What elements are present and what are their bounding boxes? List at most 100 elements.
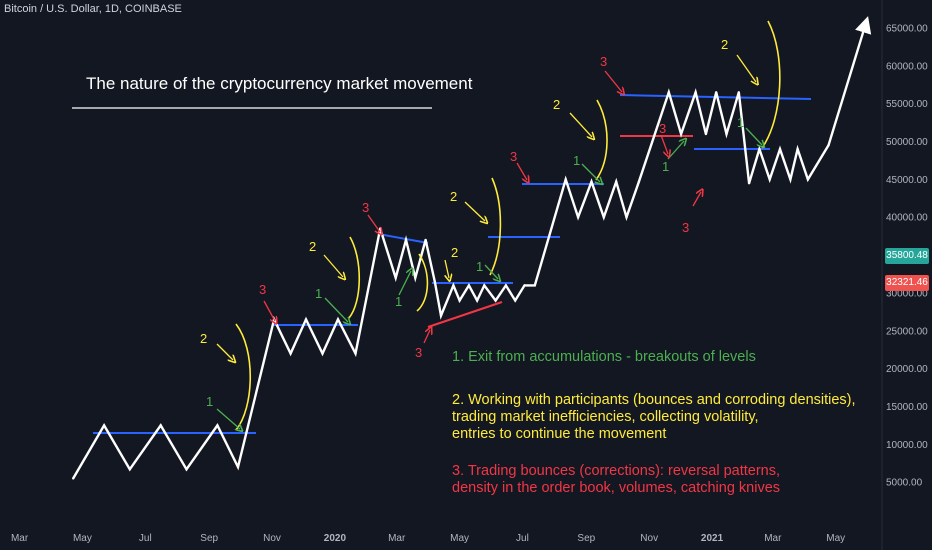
label-2: 2: [553, 97, 560, 112]
price-point: [394, 276, 397, 279]
price-point: [475, 299, 479, 302]
yellow-arrow: [464, 201, 485, 221]
label-1: 1: [662, 159, 669, 174]
red-arrow: [660, 134, 668, 154]
support-line[interactable]: [427, 301, 503, 328]
yellow-arrow: [216, 343, 233, 360]
price-point: [679, 132, 683, 136]
note-line: density in the order book, volumes, catc…: [452, 480, 781, 496]
y-tick-label: 45000.00: [886, 175, 928, 186]
price-point: [379, 227, 382, 230]
previous-price-label: 32321.46: [885, 275, 929, 291]
price-point: [321, 352, 324, 355]
yellow-curve: [416, 253, 429, 312]
price-point: [768, 178, 771, 181]
yellow-arrow: [569, 112, 592, 137]
note-breakouts: 1. Exit from accumulations - breakouts o…: [452, 349, 756, 366]
label-1: 1: [573, 153, 580, 168]
price-point: [304, 318, 308, 321]
label-1: 1: [737, 115, 744, 130]
x-tick-label: Mar: [388, 533, 406, 544]
yellow-arrow: [736, 54, 756, 82]
note-line: entries to continue the movement: [452, 426, 667, 442]
note-line: 2. Working with participants (bounces an…: [452, 392, 856, 408]
x-tick-label: May: [73, 533, 92, 544]
label-1: 1: [206, 394, 213, 409]
label-3: 3: [259, 282, 266, 297]
y-tick-label: 60000.00: [886, 61, 928, 72]
red-arrow: [692, 192, 701, 207]
price-point: [747, 182, 751, 185]
price-point: [128, 468, 131, 471]
current-price-label: 35800.48: [885, 248, 929, 264]
label-3: 3: [362, 200, 369, 215]
yellow-curve: [348, 236, 361, 319]
x-axis[interactable]: Mar May Jul Sep Nov 2020 Mar May Jul Sep Nov 2021 Ma…: [11, 533, 845, 544]
level-lines[interactable]: [93, 94, 812, 434]
yellow-arrow: [323, 254, 343, 277]
x-tick-label: May: [826, 533, 845, 544]
price-point: [236, 465, 240, 469]
yellow-curve: [235, 323, 251, 431]
price-point: [514, 299, 517, 302]
annotation-numbers: 2 1 3 2 1 3 1 3 2 1 2 3 2 1 3 3 1 3 2 1: [200, 37, 744, 409]
label-1: 1: [315, 286, 322, 301]
green-arrow: [581, 163, 600, 182]
price-point: [494, 299, 497, 302]
price-point: [725, 132, 728, 136]
price-point: [159, 424, 162, 427]
x-tick-label: May: [450, 533, 469, 544]
price-point: [467, 284, 471, 287]
label-2: 2: [309, 239, 316, 254]
price-point: [458, 299, 461, 302]
note-line: 3. Trading bounces (corrections): revers…: [452, 463, 781, 479]
y-tick-label: 25000.00: [886, 326, 928, 337]
label-3: 3: [659, 121, 666, 136]
price-point: [827, 144, 830, 147]
price-point: [789, 178, 792, 181]
price-point: [354, 352, 357, 355]
label-1: 1: [395, 294, 402, 309]
green-arrow: [667, 141, 684, 160]
price-path[interactable]: [72, 16, 872, 480]
y-tick-label: 15000.00: [886, 402, 928, 413]
price-point: [625, 216, 628, 219]
price-point: [424, 238, 427, 242]
price-point: [564, 178, 567, 181]
level-line[interactable]: [377, 233, 429, 244]
red-arrow: [367, 214, 380, 232]
price-point: [439, 314, 443, 317]
y-tick-label: 5000.00: [886, 478, 923, 489]
price-point: [72, 477, 75, 480]
price-point: [796, 147, 799, 151]
label-3: 3: [600, 54, 607, 69]
x-tick-label: Mar: [764, 533, 782, 544]
price-point: [483, 284, 486, 287]
price-point: [452, 284, 455, 287]
price-point: [667, 91, 670, 94]
x-tick-label: Sep: [577, 533, 595, 544]
y-tick-label: 30000.00: [886, 288, 928, 299]
label-2: 2: [721, 37, 728, 52]
x-tick-label: Nov: [263, 533, 281, 544]
green-arrow: [324, 297, 348, 322]
green-arrow: [398, 271, 411, 296]
price-point: [715, 91, 718, 94]
price-point: [404, 238, 408, 242]
price-point: [615, 180, 618, 183]
red-arrow: [263, 300, 275, 321]
annotation-arrows: [216, 54, 762, 429]
label-2: 2: [200, 331, 207, 346]
y-tick-label: 10000.00: [886, 440, 928, 451]
y-tick-label: 40000.00: [886, 213, 928, 224]
green-arrow: [484, 264, 498, 279]
green-arrow: [216, 408, 240, 429]
y-tick-label: 65000.00: [886, 24, 928, 35]
label-3: 3: [510, 149, 517, 164]
price-point: [778, 147, 782, 151]
y-tick-label: 50000.00: [886, 137, 928, 148]
note-participants: 2. Working with participants (bounces an…: [452, 392, 856, 443]
label-1: 1: [476, 259, 483, 274]
x-tick-label: Mar: [11, 533, 29, 544]
